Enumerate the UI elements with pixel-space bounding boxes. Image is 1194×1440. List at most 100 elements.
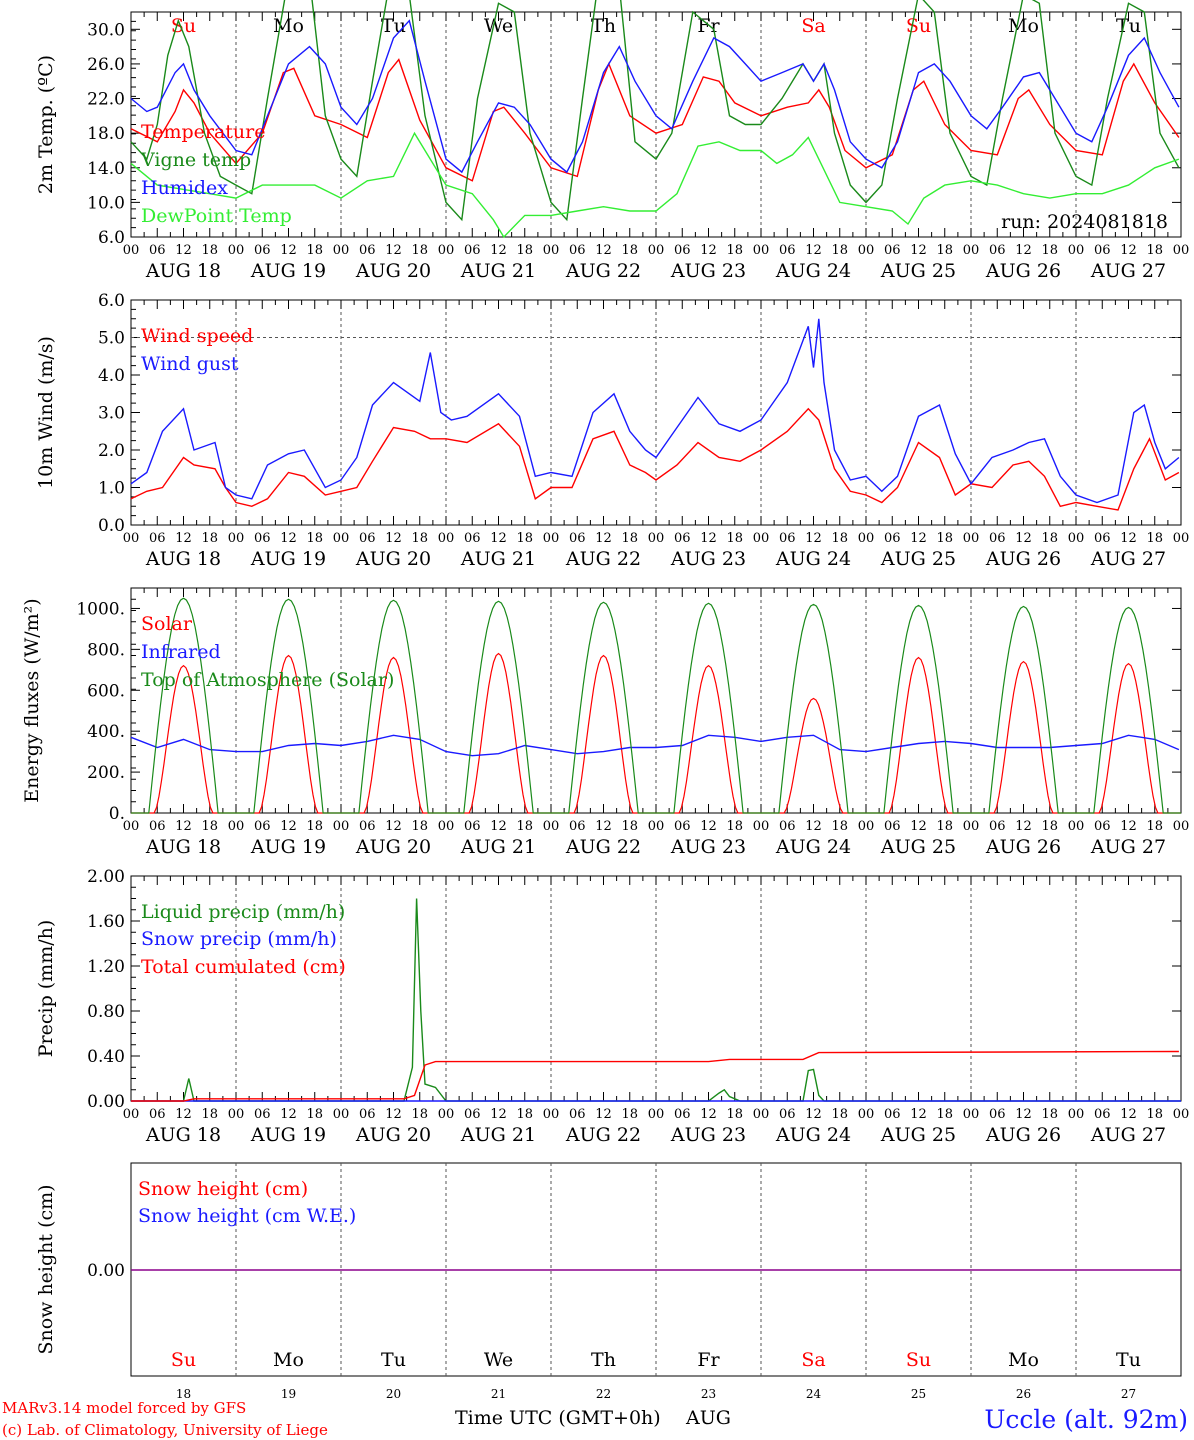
hour-tick-label: 00 [543, 1107, 560, 1122]
y-tick-label: 26.0 [87, 55, 125, 75]
y-tick-label: 2.00 [87, 867, 125, 887]
hour-tick-label: 06 [149, 1107, 166, 1122]
hour-tick-label: 12 [595, 819, 612, 834]
hour-tick-label: 18 [306, 243, 323, 258]
date-label: AUG 25 [880, 1124, 956, 1146]
date-label: AUG 18 [145, 260, 221, 282]
date-label: AUG 23 [670, 548, 746, 570]
hour-tick-label: 12 [1120, 1107, 1137, 1122]
hour-tick-label: 12 [700, 531, 717, 546]
hour-tick-label: 06 [569, 531, 586, 546]
hour-tick-label: 12 [175, 819, 192, 834]
plot-frame [130, 587, 1182, 814]
hour-tick-label: 12 [385, 1107, 402, 1122]
hour-tick-label: 00 [858, 1107, 875, 1122]
hour-tick-label: 18 [516, 1107, 533, 1122]
hour-tick-label: 12 [805, 243, 822, 258]
hour-tick-label: 18 [936, 1107, 953, 1122]
hour-tick-label: 12 [1120, 531, 1137, 546]
hour-tick-label: 18 [516, 243, 533, 258]
hour-tick-label: 18 [726, 531, 743, 546]
hour-tick-label: 00 [963, 531, 980, 546]
date-label: AUG 21 [460, 836, 536, 858]
legend-vigne-temp: Vigne temp [140, 149, 251, 171]
panel-2: 00 06 12 18 AUG 18 00 06 12 18 AUG 19 00 06 12 18 AUG … [35, 291, 1189, 570]
hour-tick-label: 18 [726, 819, 743, 834]
hour-tick-label: 18 [621, 531, 638, 546]
date-label: AUG 26 [985, 1124, 1061, 1146]
hour-tick-label: 00 [123, 819, 140, 834]
date-label: AUG 18 [145, 836, 221, 858]
legend-infrared: Infrared [141, 641, 221, 663]
hour-tick-label: 00 [1173, 1107, 1190, 1122]
hour-tick-label: 00 [1068, 243, 1085, 258]
hour-tick-label: 06 [779, 243, 796, 258]
date-label: AUG 27 [1090, 260, 1166, 282]
y-tick-label: 1000. [76, 599, 125, 619]
x-axis-title: Time UTC (GMT+0h) [455, 1407, 661, 1429]
weekday-label-bottom: Sa [801, 1349, 825, 1371]
hour-tick-label: 00 [1068, 819, 1085, 834]
hour-tick-label: 18 [726, 1107, 743, 1122]
hour-tick-label: 12 [595, 1107, 612, 1122]
legend-dewpoint-temp: DewPoint Temp [141, 205, 292, 227]
weekday-label-bottom: Su [906, 1349, 931, 1371]
weekday-label: Tu [381, 15, 406, 37]
hour-tick-label: 06 [569, 819, 586, 834]
hour-tick-label: 18 [306, 531, 323, 546]
y-tick-label: 5.0 [98, 329, 125, 349]
series-red-line [131, 1050, 1179, 1102]
hour-tick-label: 00 [1173, 531, 1190, 546]
date-label: AUG 18 [145, 548, 221, 570]
y-tick-label: 0.00 [87, 1261, 125, 1281]
hour-tick-label: 00 [858, 243, 875, 258]
hour-tick-label: 12 [280, 1107, 297, 1122]
y-tick-label: 1.60 [87, 912, 125, 932]
hour-tick-label: 18 [936, 243, 953, 258]
y-tick-label: 0. [109, 804, 125, 824]
hour-tick-label: 06 [149, 819, 166, 834]
hour-tick-label: 06 [779, 531, 796, 546]
hour-tick-label: 00 [438, 1107, 455, 1122]
hour-tick-label: 12 [700, 243, 717, 258]
hour-tick-label: 18 [411, 531, 428, 546]
hour-tick-label: 00 [333, 819, 350, 834]
hour-tick-label: 06 [254, 243, 271, 258]
hour-tick-label: 18 [726, 243, 743, 258]
hour-tick-label: 06 [884, 1107, 901, 1122]
hour-tick-label: 12 [700, 1107, 717, 1122]
weekday-label: Su [906, 15, 931, 37]
hour-tick-label: 18 [1041, 819, 1058, 834]
date-label: AUG 20 [355, 260, 431, 282]
date-label: AUG 22 [565, 836, 641, 858]
weekday-label-bottom: Tu [381, 1349, 406, 1371]
y-axis-label: 10m Wind (m/s) [35, 336, 57, 489]
hour-tick-label: 12 [385, 819, 402, 834]
date-label: AUG 24 [775, 836, 851, 858]
date-label: AUG 21 [460, 548, 536, 570]
hour-tick-label: 06 [674, 819, 691, 834]
day-number-label: 19 [281, 1387, 296, 1401]
hour-tick-label: 12 [490, 819, 507, 834]
weekday-label-bottom: Mo [273, 1349, 304, 1371]
hour-tick-label: 00 [1173, 243, 1190, 258]
weekday-label: We [484, 15, 513, 37]
hour-tick-label: 12 [805, 1107, 822, 1122]
date-label: AUG 27 [1090, 836, 1166, 858]
hour-tick-label: 18 [1041, 243, 1058, 258]
legend-wind-gust: Wind gust [141, 353, 239, 375]
hour-tick-label: 00 [858, 819, 875, 834]
hour-tick-label: 06 [1094, 1107, 1111, 1122]
legend-top-of-atmosphere-solar: Top of Atmosphere (Solar) [141, 669, 394, 691]
plot-frame [130, 11, 1182, 238]
hour-tick-label: 12 [280, 819, 297, 834]
weekday-label-bottom: Th [591, 1349, 616, 1371]
hour-tick-label: 06 [359, 243, 376, 258]
date-label: AUG 23 [670, 836, 746, 858]
hour-tick-label: 06 [359, 531, 376, 546]
hour-tick-label: 00 [648, 243, 665, 258]
date-label: AUG 27 [1090, 1124, 1166, 1146]
hour-tick-label: 00 [333, 531, 350, 546]
hour-tick-label: 00 [438, 819, 455, 834]
